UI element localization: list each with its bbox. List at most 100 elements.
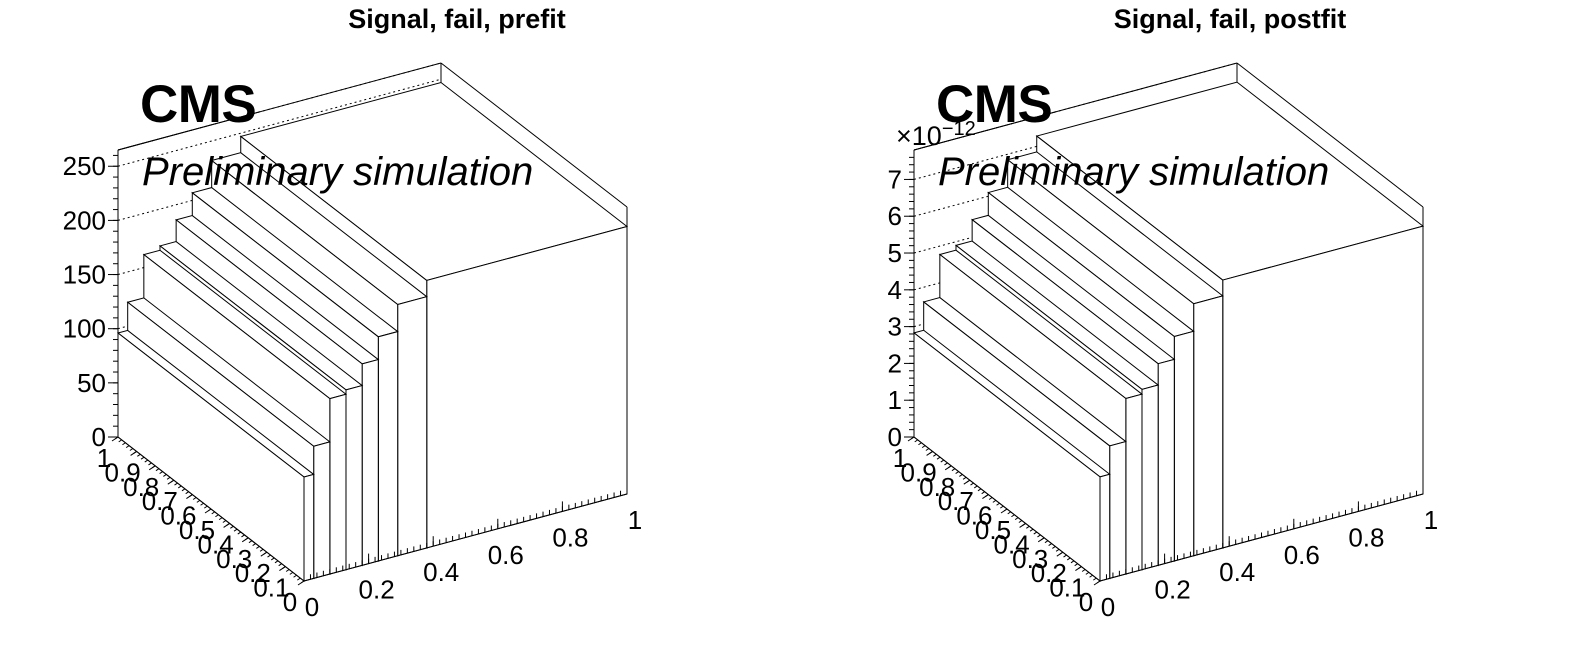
y-minor-tick <box>170 479 175 483</box>
y-minor-tick <box>1007 511 1011 515</box>
z-tick-label: 0 <box>888 422 902 452</box>
y-minor-tick <box>947 465 952 469</box>
y-minor-tick <box>1081 569 1086 572</box>
y-minor-tick <box>985 494 989 498</box>
y-minor-tick <box>282 566 286 570</box>
y-tick-label: 0.3 <box>216 544 252 574</box>
bar-front <box>1099 473 1111 582</box>
y-minor-tick <box>222 520 227 523</box>
y-minor-tick <box>977 488 982 492</box>
y-minor-tick <box>233 528 238 532</box>
y-minor-tick <box>300 580 305 584</box>
y-minor-tick <box>252 543 256 546</box>
bar-front <box>345 384 363 571</box>
plot-title: Signal, fail, prefit <box>348 4 566 34</box>
z-tick-label: 0 <box>92 422 106 452</box>
box-top-right <box>440 62 628 208</box>
y-minor-tick <box>211 511 215 515</box>
y-minor-tick <box>1037 534 1041 538</box>
y-minor-tick <box>244 537 249 541</box>
y-tick-label: 0 <box>283 587 297 617</box>
y-minor-tick <box>204 505 208 509</box>
bar-front <box>1157 358 1175 566</box>
box-top-edge <box>913 111 1057 151</box>
y-minor-tick <box>278 563 282 567</box>
y-minor-tick <box>140 456 145 460</box>
y-minor-tick <box>921 445 926 449</box>
x-tick-label: 0.4 <box>1219 557 1255 587</box>
y-minor-tick <box>263 551 268 555</box>
y-minor-tick <box>992 499 997 503</box>
x-tick-label: 0.8 <box>1348 522 1384 552</box>
y-minor-tick <box>940 459 945 463</box>
y-minor-tick <box>151 465 156 469</box>
y-minor-tick <box>133 450 137 454</box>
y-tick-label: 1 <box>97 443 111 473</box>
y-minor-tick <box>196 499 201 503</box>
z-gridline <box>117 78 442 167</box>
y-minor-tick <box>237 531 242 535</box>
plot-title: Signal, fail, postfit <box>1113 4 1347 34</box>
y-minor-tick <box>218 517 223 521</box>
y-minor-tick <box>1093 577 1097 581</box>
y-minor-tick <box>270 557 275 561</box>
y-minor-tick <box>248 540 253 544</box>
y-minor-tick <box>936 456 941 460</box>
y-minor-tick <box>981 491 985 495</box>
y-minor-tick <box>1078 566 1082 570</box>
y-minor-tick <box>1022 522 1026 526</box>
y-minor-tick <box>1048 543 1052 546</box>
y-minor-tick <box>267 554 271 558</box>
y-tick-label: 0.2 <box>1031 558 1067 588</box>
y-minor-tick <box>148 462 152 466</box>
y-minor-tick <box>1003 508 1008 512</box>
bar-front <box>426 225 628 549</box>
z-tick-label: 4 <box>888 275 902 305</box>
y-tick-label: 0 <box>1079 587 1093 617</box>
y-minor-tick <box>177 485 182 489</box>
y-minor-tick <box>181 488 186 492</box>
y-minor-tick <box>944 462 948 466</box>
y-minor-tick <box>1066 557 1071 561</box>
y-tick-label: 0.5 <box>975 515 1011 545</box>
preliminary-label: Preliminary simulation <box>938 150 1330 194</box>
y-tick-label: 0.4 <box>198 529 234 559</box>
y-minor-tick <box>155 468 160 472</box>
y-minor-tick <box>174 482 178 486</box>
cms-label: CMS <box>936 75 1053 134</box>
y-minor-tick <box>256 546 260 549</box>
y-minor-tick <box>1063 554 1067 558</box>
z-gridline <box>117 132 442 221</box>
y-minor-tick <box>185 491 189 495</box>
x-tick-label: 0.2 <box>1155 575 1191 605</box>
y-tick-label: 0.6 <box>160 501 196 531</box>
y-minor-tick <box>137 453 141 457</box>
y-minor-tick <box>959 474 963 477</box>
lego-plot-postfit: 0123456700.10.20.30.40.50.60.70.80.9100.… <box>888 62 1438 622</box>
y-minor-tick <box>951 468 956 472</box>
x-tick-label: 0.4 <box>423 557 459 587</box>
z-tick-label: 100 <box>63 314 106 344</box>
y-minor-tick <box>1044 540 1049 544</box>
y-minor-tick <box>1033 531 1038 535</box>
bar-front <box>1193 295 1224 557</box>
y-minor-tick <box>285 569 290 572</box>
left-panel: 0 50 100 150 200 250 0 0.1 0.2 0.3 0.4 0.5 0.6 0.7 0.8… <box>63 4 643 622</box>
y-minor-tick <box>200 502 204 506</box>
bar-front <box>361 358 379 566</box>
y-minor-tick <box>129 448 134 451</box>
y-tick-label: 0.9 <box>901 457 937 487</box>
y-minor-tick <box>1085 571 1090 575</box>
y-minor-tick <box>297 577 301 581</box>
y-tick-label: 0.4 <box>994 529 1030 559</box>
bar-front <box>397 296 428 557</box>
y-tick-label: 0.6 <box>956 501 992 531</box>
y-minor-tick <box>144 459 149 463</box>
exponent-power: −12 <box>941 118 976 140</box>
y-minor-tick <box>118 439 122 443</box>
y-minor-tick <box>1055 548 1060 552</box>
y-tick-label: 0.9 <box>105 457 141 487</box>
y-minor-tick <box>1040 537 1045 541</box>
z-tick-label: 250 <box>63 151 106 181</box>
z-tick-label: 200 <box>63 205 106 235</box>
